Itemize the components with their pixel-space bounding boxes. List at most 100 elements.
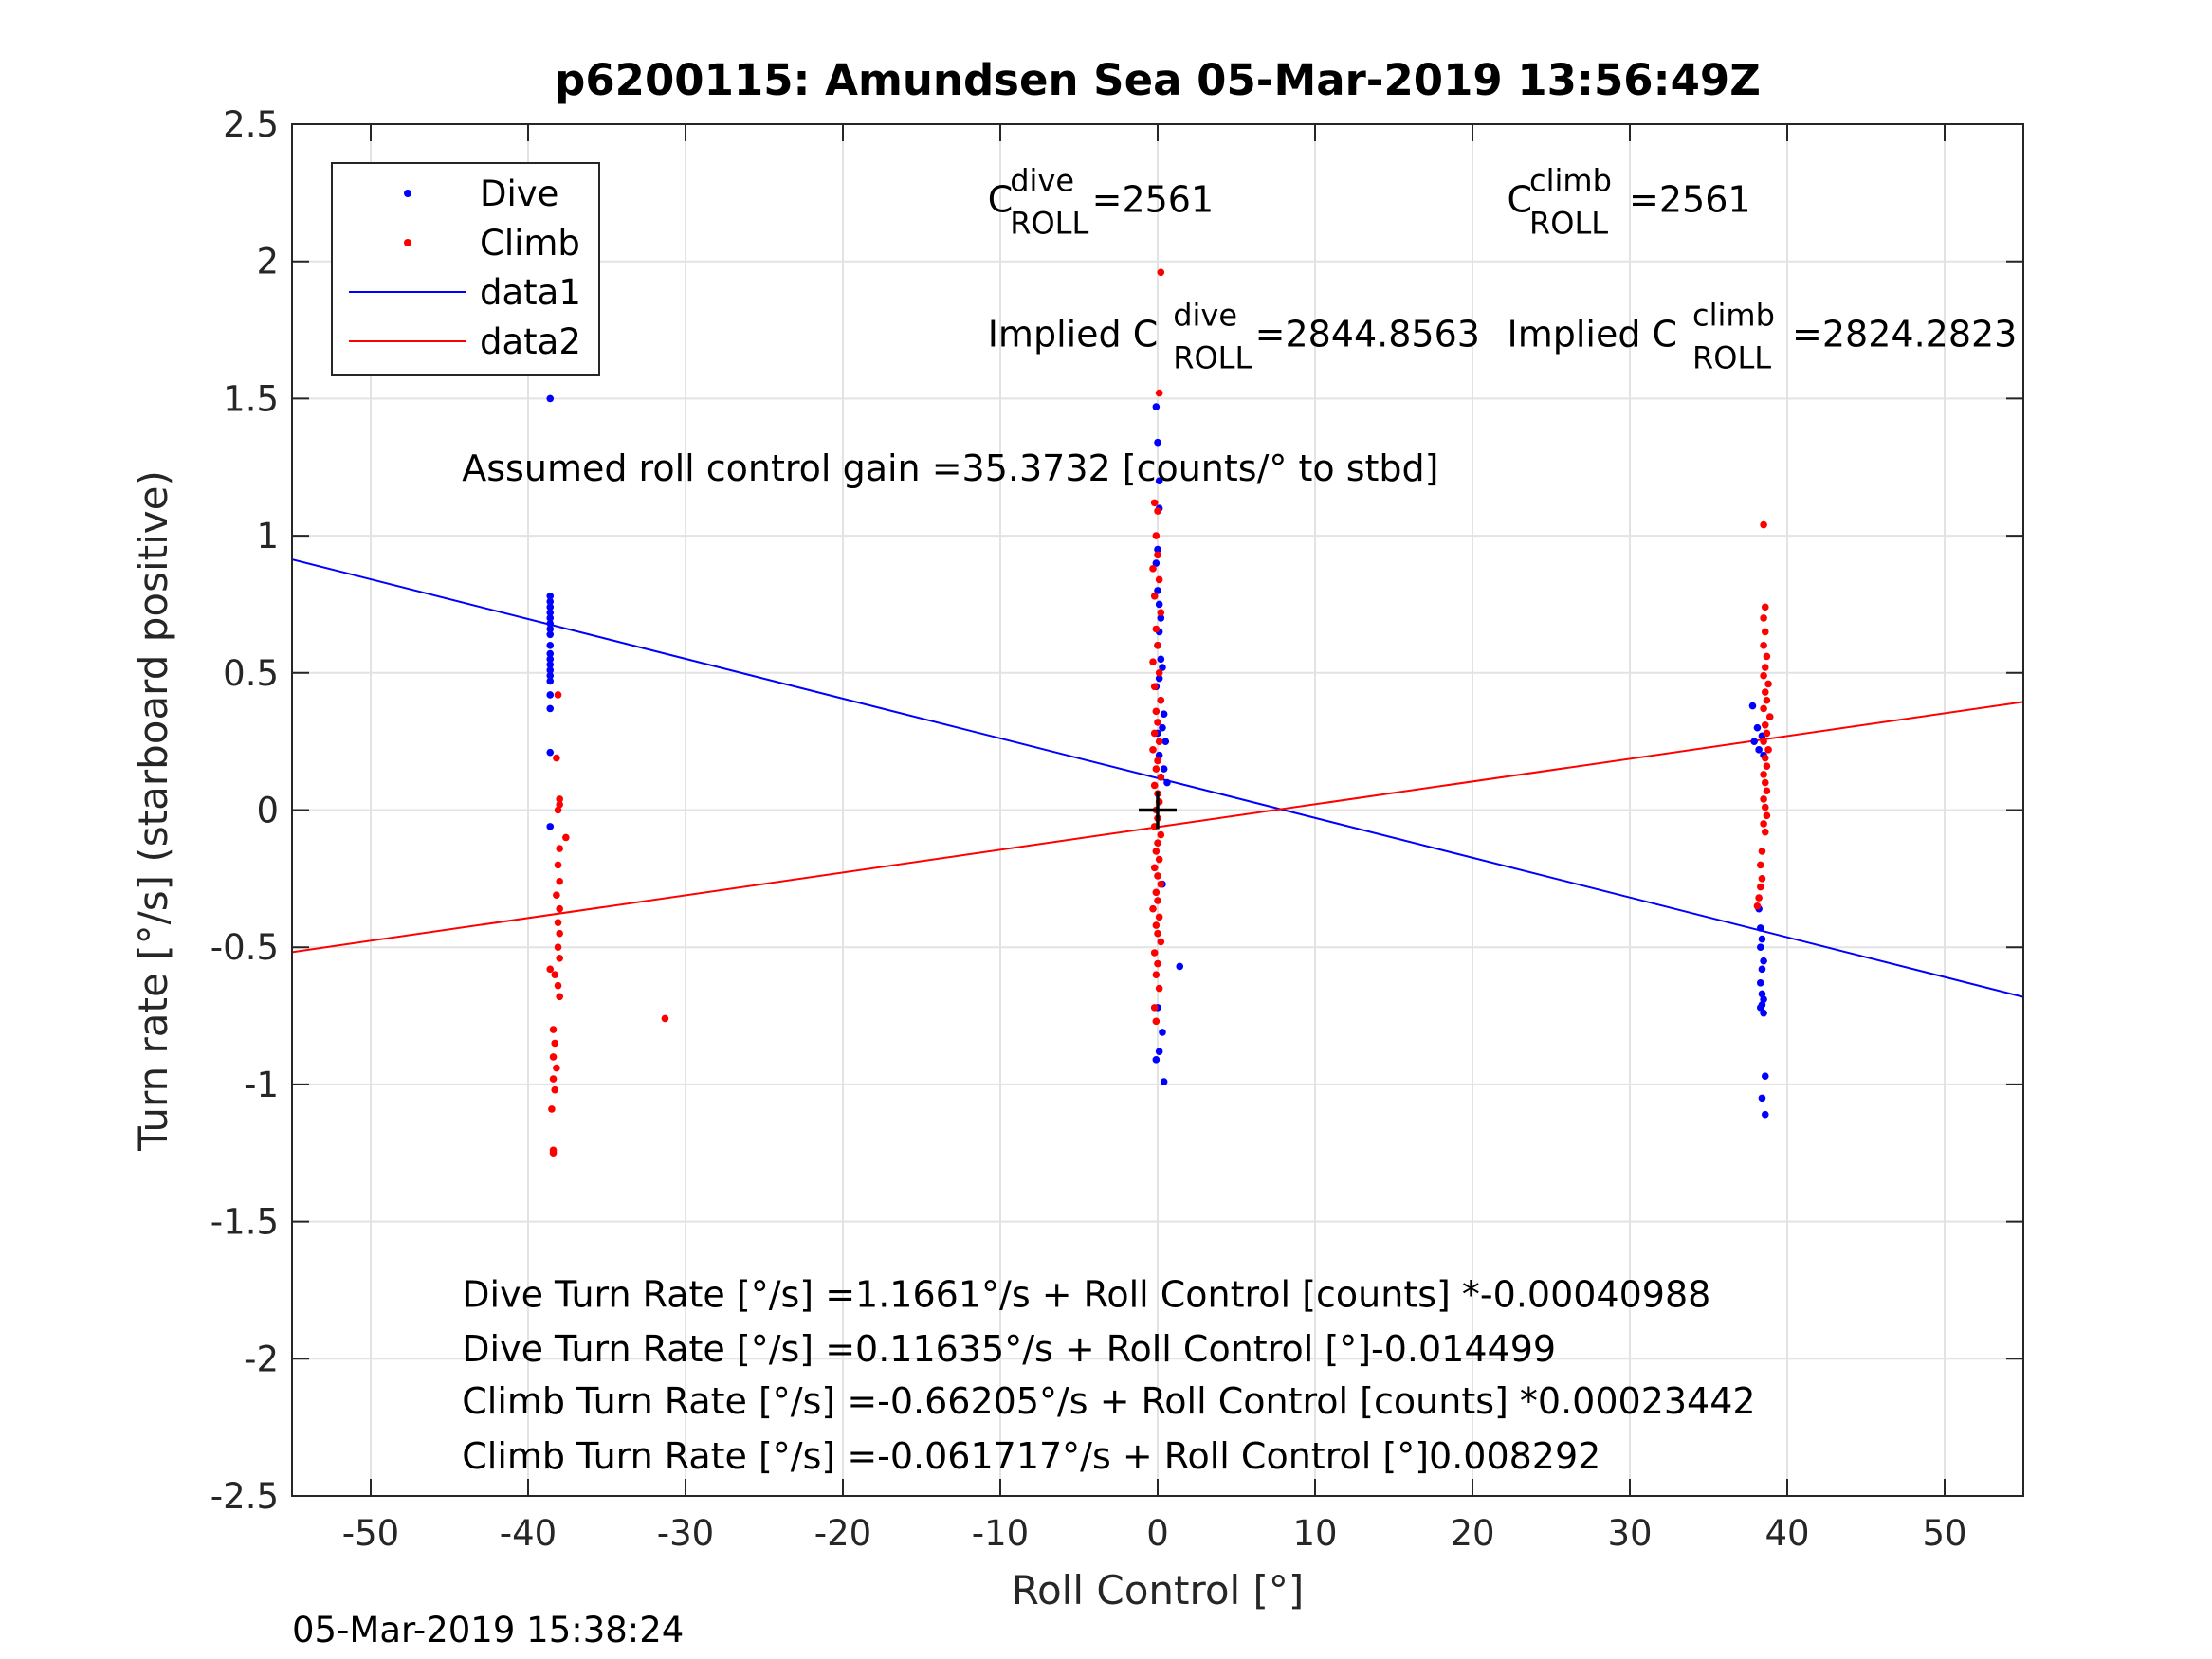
dive-point xyxy=(1155,674,1163,683)
dive-point xyxy=(546,748,555,757)
climb-point xyxy=(1763,787,1771,795)
climb-point xyxy=(1758,875,1766,883)
y-tick-label: -2 xyxy=(244,1339,279,1379)
y-axis-label: Turn rate [°/s] (starboard positive) xyxy=(130,470,176,1152)
x-tick-label: -30 xyxy=(657,1513,714,1554)
dive-point xyxy=(1160,765,1168,773)
dive-point xyxy=(1758,990,1766,998)
climb-point xyxy=(556,904,563,913)
fit-line-1: Dive Turn Rate [°/s] =1.1661°/s + Roll C… xyxy=(462,1273,1710,1315)
assumed-gain-text: Assumed roll control gain =35.3732 [coun… xyxy=(462,447,1438,489)
climb-point xyxy=(1157,268,1165,277)
dive-point xyxy=(1160,1078,1168,1085)
chart-title: p6200115: Amundsen Sea 05-Mar-2019 13:56… xyxy=(555,55,1761,105)
x-tick-label: -20 xyxy=(814,1513,871,1554)
dive-point xyxy=(546,592,555,600)
climb-point xyxy=(554,861,562,869)
climb-point xyxy=(554,691,562,699)
legend-label-dive: Dive xyxy=(480,173,558,214)
climb-point xyxy=(1149,746,1157,754)
climb-point xyxy=(554,981,562,990)
dive-point xyxy=(1159,1029,1166,1036)
climb-point xyxy=(1157,830,1165,839)
climb-point xyxy=(556,877,563,885)
climb-point xyxy=(1150,592,1159,600)
y-tick-label: 1 xyxy=(256,516,279,556)
dive-point xyxy=(1756,924,1764,932)
dive-point xyxy=(546,625,555,633)
climb-point xyxy=(556,993,563,1001)
dive-point xyxy=(1748,702,1757,710)
dive-point xyxy=(1155,600,1163,609)
dive-point xyxy=(546,671,555,680)
footer-timestamp: 05-Mar-2019 15:38:24 xyxy=(292,1610,685,1650)
climb-point xyxy=(1761,603,1769,611)
climb-point xyxy=(1154,897,1161,904)
climb-point xyxy=(556,954,563,962)
x-tick-label: 0 xyxy=(1146,1513,1169,1554)
climb-point xyxy=(1152,625,1161,633)
climb-point xyxy=(1760,671,1767,680)
climb-point xyxy=(1154,507,1161,515)
legend-label-climb: Climb xyxy=(480,223,580,264)
x-tick-label: -40 xyxy=(500,1513,557,1554)
climb-point xyxy=(553,1064,560,1072)
climb-point xyxy=(1753,902,1762,910)
climb-point xyxy=(1149,565,1157,573)
climb-point xyxy=(1764,746,1772,754)
dive-point xyxy=(546,666,555,674)
dive-point xyxy=(1157,655,1165,664)
climb-point xyxy=(1761,664,1769,671)
dive-point xyxy=(546,597,555,606)
climb-point xyxy=(554,919,562,926)
climb-point xyxy=(1150,683,1159,691)
dive-point xyxy=(1756,943,1764,951)
x-tick-label: -10 xyxy=(972,1513,1029,1554)
y-tick-label: -2.5 xyxy=(210,1476,279,1517)
climb-point xyxy=(1155,669,1163,677)
climb-point xyxy=(661,1014,669,1023)
climb-point xyxy=(1154,959,1161,968)
dive-point xyxy=(1154,438,1161,447)
climb-point xyxy=(1155,389,1163,397)
dive-point xyxy=(546,614,555,622)
climb-point xyxy=(556,800,563,809)
climb-point xyxy=(1760,820,1767,828)
climb-point xyxy=(1157,773,1165,781)
climb-point xyxy=(1763,762,1771,770)
y-tick-label: 2.5 xyxy=(223,104,279,145)
climb-point xyxy=(1150,499,1159,507)
climb-point xyxy=(1152,765,1161,773)
y-tick-label: 2 xyxy=(256,242,279,283)
dive-point xyxy=(1152,403,1161,410)
climb-point xyxy=(1157,938,1165,946)
climb-point xyxy=(1761,803,1769,811)
y-tick-label: -0.5 xyxy=(210,927,279,968)
dive-point xyxy=(1750,738,1758,745)
x-axis-label: Roll Control [°] xyxy=(1012,1567,1305,1613)
dive-point xyxy=(546,609,555,616)
climb-point xyxy=(1157,880,1165,888)
climb-point xyxy=(1155,855,1163,864)
climb-point xyxy=(551,1085,559,1094)
x-tick-label: -50 xyxy=(342,1513,399,1554)
dive-point xyxy=(546,823,555,830)
climb-point xyxy=(1157,696,1165,704)
climb-point xyxy=(1152,707,1161,716)
climb-point xyxy=(1761,720,1769,729)
climb-point xyxy=(556,795,563,803)
climb-point xyxy=(1155,575,1163,584)
climb-point xyxy=(1755,894,1763,902)
climb-point xyxy=(1154,551,1161,559)
y-tick-label: 0 xyxy=(256,791,279,831)
climb-point xyxy=(1154,839,1161,848)
climb-point xyxy=(1150,864,1159,872)
climb-point xyxy=(1154,872,1161,880)
climb-point xyxy=(549,1026,558,1033)
climb-point xyxy=(554,943,562,951)
climb-point xyxy=(1761,778,1769,787)
dive-point xyxy=(546,642,555,649)
climb-point xyxy=(1152,888,1161,897)
climb-point xyxy=(1154,929,1161,938)
y-tick-label: -1.5 xyxy=(210,1202,279,1243)
